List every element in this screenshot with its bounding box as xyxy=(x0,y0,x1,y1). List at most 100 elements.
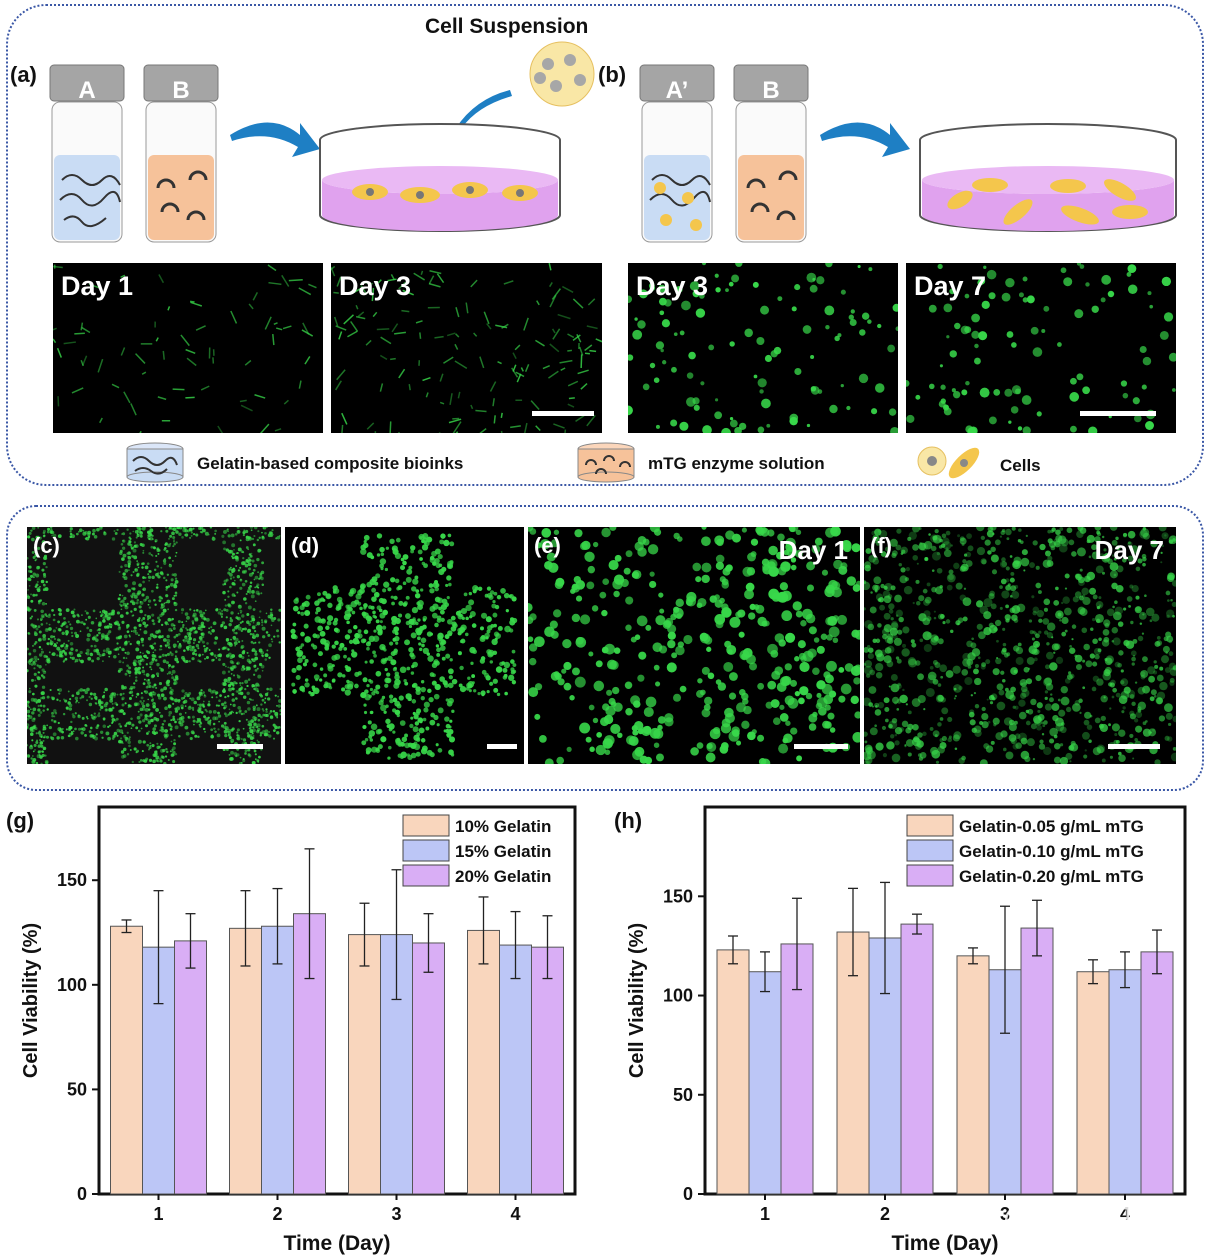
bar xyxy=(467,929,500,1195)
panel-label: (h) xyxy=(614,808,642,833)
bar xyxy=(499,944,532,1195)
vial-b2-label: B xyxy=(762,77,779,104)
x-axis-label: Time (Day) xyxy=(284,1232,391,1255)
legend-bioink-label: Gelatin-based composite bioinks xyxy=(197,454,464,473)
schematic-a-illustration: A B xyxy=(49,41,595,243)
chart-h: (h) 0 50 100 150 Cell Viability (%) 1 2 3 4 Time (… xyxy=(614,805,1187,1255)
micrograph-c: (c) xyxy=(27,527,281,764)
fluorescence-field xyxy=(864,527,1176,764)
bar xyxy=(174,940,207,1195)
panel-label-d: (d) xyxy=(291,533,320,558)
x-tick-label: 1 xyxy=(760,1204,770,1224)
legend-swatch xyxy=(906,864,954,887)
arrow-icon xyxy=(820,122,910,157)
scale-bar xyxy=(217,744,263,749)
legend-label: Gelatin-0.10 g/mL mTG xyxy=(959,842,1144,861)
micrograph-b-day7: Day 7 xyxy=(906,263,1176,433)
micrograph-d: (d) xyxy=(285,527,524,764)
legend-swatch xyxy=(906,839,954,862)
cell-suspension-label: Cell Suspension xyxy=(425,15,589,38)
schematic-frame xyxy=(6,4,1204,486)
arrow-icon xyxy=(230,122,320,157)
day-label: Day 7 xyxy=(1094,535,1164,565)
printed-grid-field xyxy=(27,527,281,764)
bar xyxy=(1108,969,1142,1195)
y-tick-label: 150 xyxy=(663,886,693,906)
bar xyxy=(900,923,934,1195)
x-tick-label: 2 xyxy=(880,1204,890,1224)
bar xyxy=(748,971,782,1195)
legend-label: Gelatin-0.05 g/mL mTG xyxy=(959,817,1144,836)
vial-b-icon xyxy=(733,64,809,243)
micrograph-e: (e) Day 1 xyxy=(528,527,860,764)
micrograph-a-day1: Day 1 xyxy=(53,263,323,433)
day-label: Day 1 xyxy=(778,535,848,565)
scale-bar xyxy=(1108,744,1160,749)
day-label: Day 3 xyxy=(636,271,709,301)
bar xyxy=(348,934,381,1195)
bar xyxy=(1140,951,1174,1195)
fluorescence-field xyxy=(628,263,898,433)
day-label: Day 7 xyxy=(914,271,987,301)
scale-bar xyxy=(532,411,594,416)
bar xyxy=(229,927,262,1195)
legend-label: Gelatin-0.20 g/mL mTG xyxy=(959,867,1144,886)
bar xyxy=(956,955,990,1195)
x-tick-label: 4 xyxy=(1120,1204,1130,1224)
y-tick-label: 150 xyxy=(57,870,87,890)
fluorescence-field xyxy=(331,263,602,433)
y-axis-label: Cell Viability (%) xyxy=(626,923,648,1078)
schematic-b-illustration: A’ B xyxy=(639,64,1177,243)
bar xyxy=(1076,971,1110,1195)
y-tick-label: 0 xyxy=(77,1184,87,1204)
bar xyxy=(716,949,750,1195)
micrograph-a-day3: Day 3 xyxy=(331,263,602,433)
bar xyxy=(261,925,294,1195)
vial-a-icon xyxy=(49,64,125,243)
day-label: Day 3 xyxy=(339,271,412,301)
fluorescence-field xyxy=(528,527,860,764)
legend-swatch xyxy=(402,814,450,837)
bar xyxy=(531,946,564,1195)
y-tick-label: 50 xyxy=(67,1079,87,1099)
bar xyxy=(1020,927,1054,1195)
legend-label: 10% Gelatin xyxy=(455,817,551,836)
culture-dish-icon xyxy=(319,123,561,232)
panel-label-e: (e) xyxy=(534,533,561,558)
panel-label: (g) xyxy=(6,808,34,833)
enzyme-legend-icon xyxy=(577,442,635,483)
panel-label-f: (f) xyxy=(870,533,892,558)
x-tick-label: 2 xyxy=(272,1204,282,1224)
vial-a-prime-icon xyxy=(639,64,715,243)
cell-cluster-icon xyxy=(529,41,595,107)
x-axis-label: Time (Day) xyxy=(892,1232,999,1255)
culture-dish-icon xyxy=(919,123,1177,232)
legend-label: 20% Gelatin xyxy=(455,867,551,886)
y-tick-label: 100 xyxy=(663,986,693,1006)
panel-label-b: (b) xyxy=(598,62,627,87)
vial-a-label: A xyxy=(78,77,95,104)
y-tick-label: 100 xyxy=(57,975,87,995)
bioink-legend-icon xyxy=(126,442,184,483)
printed-cross-field xyxy=(290,533,518,761)
x-tick-label: 1 xyxy=(153,1204,163,1224)
scale-bar xyxy=(1080,411,1156,416)
panel-label-a: (a) xyxy=(10,62,37,87)
legend-swatch xyxy=(402,864,450,887)
x-tick-label: 3 xyxy=(391,1204,401,1224)
watermark: 知乎 @上普生物 xyxy=(918,1198,1183,1238)
chart-g: (g) 0 50 100 150 Cell Viability (%) 1 2 3 4 Time (… xyxy=(6,805,577,1255)
x-tick-label: 4 xyxy=(510,1204,520,1224)
micrograph-f: (f) Day 7 xyxy=(864,527,1176,764)
bar xyxy=(412,942,445,1195)
vial-a-prime-label: A’ xyxy=(666,77,689,104)
legend-swatch xyxy=(906,814,954,837)
scale-bar xyxy=(487,744,517,749)
legend-cells-label: Cells xyxy=(1000,456,1041,475)
micrograph-frame xyxy=(6,505,1204,791)
legend-swatch xyxy=(402,839,450,862)
cells-legend-icon xyxy=(917,446,980,479)
scale-bar xyxy=(794,744,848,749)
bar xyxy=(836,931,870,1195)
fluorescence-field xyxy=(906,263,1176,433)
